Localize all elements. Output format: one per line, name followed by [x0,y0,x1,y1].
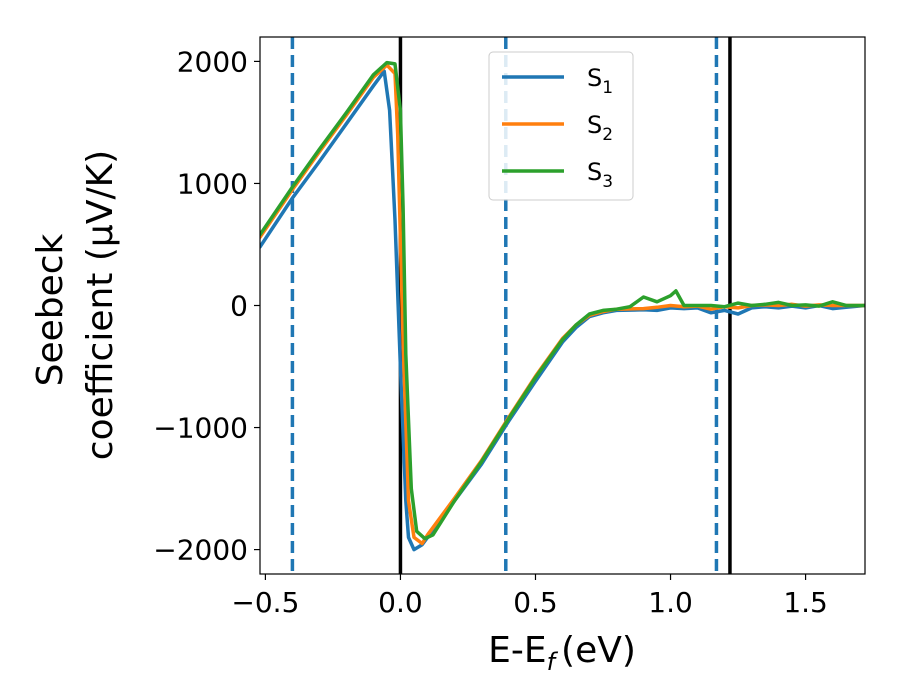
legend-label-s1: S1 [587,64,613,98]
x-tick-label: 0.0 [378,586,423,619]
y-axis-label-line2: coefficient (μV/K) [80,150,121,460]
x-tick-label: 1.5 [783,586,828,619]
y-tick-label: −2000 [153,534,248,567]
x-tick-label: −0.5 [231,586,299,619]
legend: S1 S2 S3 [488,51,634,201]
legend-label-s3: S3 [587,158,613,192]
x-axis-label-subscript: f [547,648,559,676]
x-tick-label: 1.0 [648,586,693,619]
x-tick-label: 0.5 [513,586,558,619]
legend-box [488,51,634,201]
x-axis-label: E-Ef (eV) [488,630,636,676]
y-tick-label: 0 [230,290,248,323]
series-line-s3 [260,60,865,541]
y-tick-label: 1000 [177,167,248,200]
series-lines [260,60,865,552]
y-axis-label-line1: Seebeck [30,233,71,386]
y-axis: −2000 −1000 0 1000 2000 [153,45,260,567]
y-tick-label: −1000 [153,412,248,445]
y-tick-label: 2000 [177,45,248,78]
x-axis: −0.5 0.0 0.5 1.0 1.5 [231,574,828,619]
x-axis-label-unit: (eV) [561,630,636,671]
legend-label-s2: S2 [587,111,613,145]
